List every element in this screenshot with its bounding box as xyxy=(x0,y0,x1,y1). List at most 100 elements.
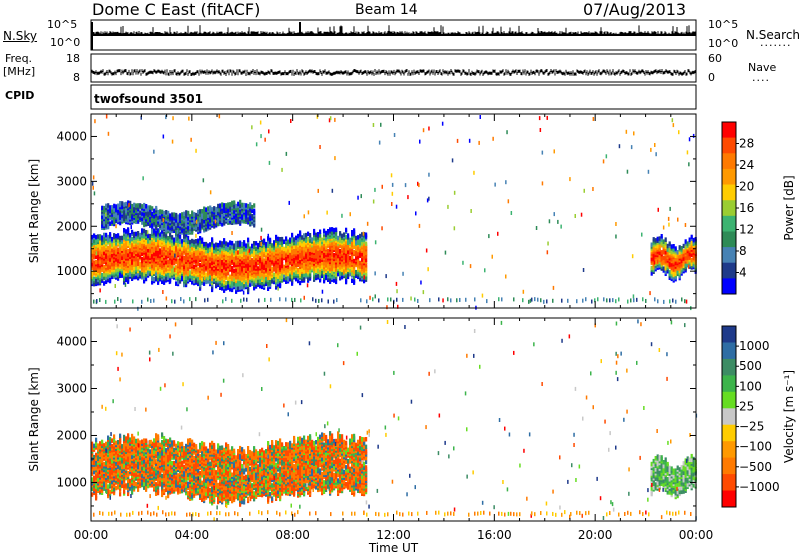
power-echo-cell xyxy=(127,248,130,254)
power-echo-cell xyxy=(237,201,240,207)
power-colorbar-tick-label: 8 xyxy=(739,244,747,258)
power-echo-cell xyxy=(263,253,266,258)
power-echo-cell xyxy=(173,259,176,264)
velocity-echo-cell xyxy=(123,446,126,451)
power-echo-cell xyxy=(295,244,298,249)
velocity-echo-cell xyxy=(93,458,96,464)
power-noise-point xyxy=(142,176,144,181)
power-echo-cell xyxy=(125,277,128,283)
power-echo-cell xyxy=(197,238,200,243)
power-noise-point xyxy=(107,131,110,136)
power-noise-point xyxy=(328,118,331,123)
power-echo-cell xyxy=(169,277,172,282)
power-echo-cell xyxy=(165,224,168,229)
power-echo-cell xyxy=(205,212,208,218)
power-noise-point xyxy=(484,268,486,273)
power-ground-scatter xyxy=(270,297,272,302)
power-ground-scatter xyxy=(576,299,578,304)
power-noise-point xyxy=(422,128,425,133)
power-echo-cell xyxy=(157,209,160,215)
power-noise-point xyxy=(522,289,525,294)
power-echo-cell xyxy=(139,261,142,266)
power-echo-cell xyxy=(195,239,198,244)
velocity-echo-cell xyxy=(115,455,118,461)
velocity-echo-cell xyxy=(91,447,94,452)
power-echo-cell xyxy=(109,208,112,214)
power-noise-point xyxy=(366,221,369,226)
velocity-echo-cell xyxy=(123,459,126,464)
power-echo-cell xyxy=(219,247,222,253)
power-echo-cell xyxy=(131,253,134,258)
power-echo-cell xyxy=(109,232,112,237)
power-echo-cell xyxy=(315,236,318,241)
power-echo-cell xyxy=(91,238,94,243)
power-echo-cell xyxy=(255,257,258,262)
power-ground-scatter xyxy=(546,299,548,304)
power-echo-cell xyxy=(141,251,144,257)
power-echo-cell xyxy=(259,246,262,251)
power-echo-cell xyxy=(335,227,338,232)
power-echo-cell xyxy=(129,259,132,265)
power-echo-cell xyxy=(275,242,278,247)
power-noise-point xyxy=(618,144,621,149)
power-echo-cell xyxy=(149,251,152,257)
power-echo-cell xyxy=(107,203,110,208)
power-echo-cell xyxy=(279,265,282,271)
power-echo-cell xyxy=(237,260,240,265)
power-echo-cell xyxy=(227,211,230,216)
power-echo-cell xyxy=(231,244,234,249)
power-echo-cell xyxy=(239,285,242,290)
power-echo-cell xyxy=(91,270,94,276)
power-echo-cell xyxy=(265,263,268,268)
power-echo-cell xyxy=(189,273,192,279)
power-echo-cell xyxy=(187,210,190,216)
power-echo-cell xyxy=(668,270,671,275)
power-echo-cell xyxy=(335,263,338,268)
power-echo-cell xyxy=(169,232,172,237)
velocity-echo-cell xyxy=(125,445,128,451)
velocity-echo-cell xyxy=(95,452,98,458)
power-echo-cell xyxy=(165,267,168,272)
power-echo-cell xyxy=(149,205,152,210)
velocity-echo-cell xyxy=(103,486,106,491)
power-echo-cell xyxy=(171,216,174,221)
power-echo-cell xyxy=(111,265,114,271)
power-echo-cell xyxy=(229,202,232,207)
power-echo-cell xyxy=(119,215,122,220)
power-noise-point xyxy=(630,145,633,150)
power-echo-cell xyxy=(99,234,102,239)
power-noise-point xyxy=(510,211,513,215)
power-echo-cell xyxy=(221,202,224,207)
power-echo-cell xyxy=(233,257,236,263)
power-echo-cell xyxy=(129,200,132,206)
power-echo-cell xyxy=(137,203,140,208)
power-echo-cell xyxy=(309,233,312,238)
power-echo-cell xyxy=(345,234,348,240)
power-noise-point xyxy=(130,225,132,230)
power-echo-cell xyxy=(676,257,679,262)
power-echo-cell xyxy=(652,237,655,242)
power-ground-scatter xyxy=(189,297,191,302)
power-noise-point xyxy=(505,274,507,279)
power-echo-cell xyxy=(676,253,679,259)
power-echo-cell xyxy=(117,233,120,238)
power-ytick-label: 4000 xyxy=(56,129,87,143)
power-echo-cell xyxy=(183,211,186,217)
power-noise-point xyxy=(321,289,324,294)
power-echo-cell xyxy=(211,237,214,242)
power-echo-cell xyxy=(155,251,158,257)
power-colorbar-segment xyxy=(722,168,736,185)
power-echo-cell xyxy=(662,255,665,261)
power-echo-cell xyxy=(291,274,294,279)
power-noise-point xyxy=(91,181,94,186)
nsky-trace xyxy=(91,25,696,36)
power-ground-scatter xyxy=(300,298,302,303)
power-echo-cell xyxy=(141,228,144,233)
velocity-echo-cell xyxy=(119,480,122,486)
power-echo-cell xyxy=(161,250,164,256)
power-echo-cell xyxy=(301,242,304,247)
power-echo-cell xyxy=(225,241,228,246)
power-echo-cell xyxy=(281,258,284,263)
power-echo-cell xyxy=(235,255,238,260)
power-ground-scatter xyxy=(429,298,431,303)
